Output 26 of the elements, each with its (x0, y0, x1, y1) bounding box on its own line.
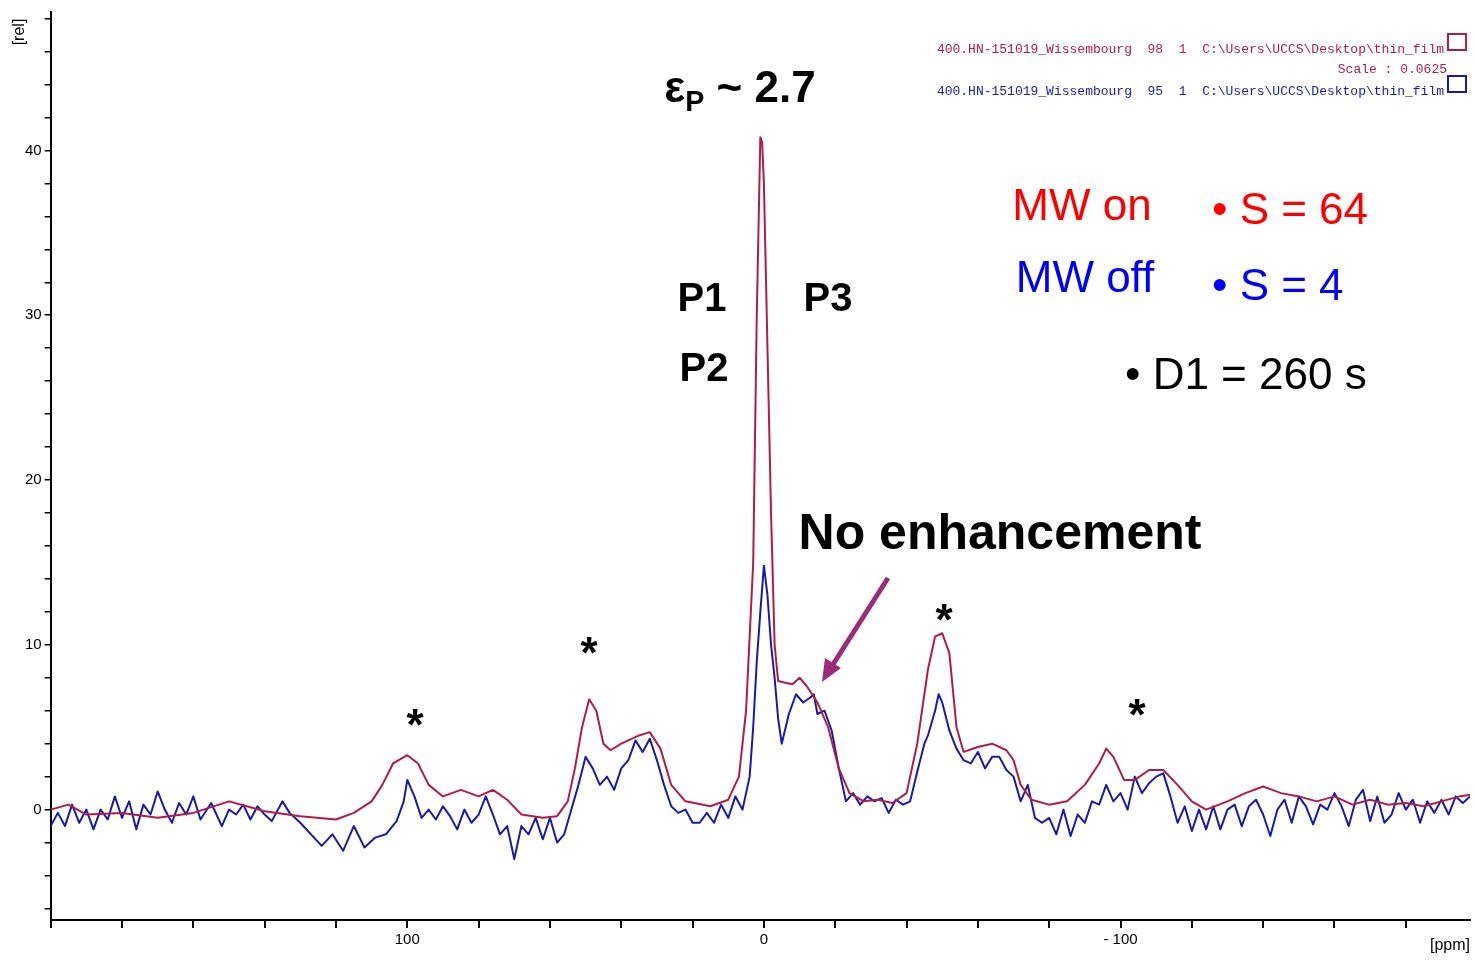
x-axis-title: [ppm] (1429, 936, 1470, 954)
x-tick-label: 100 (394, 930, 420, 948)
y-axis-title: [rel] (10, 18, 28, 46)
annotation: No enhancement (798, 503, 1202, 560)
annotation: P2 (679, 345, 729, 390)
legend-label: 400.HN-151019_Wissembourg 98 1 C:\Users\UCCS\Desktop\thin_film (936, 42, 1445, 58)
annotation: MW off (1015, 252, 1156, 302)
annotation: * (935, 595, 954, 645)
x-tick-label: 0 (759, 930, 769, 948)
annotation: MW on (1012, 180, 1152, 230)
annotation: Scale : 0.0625 (1337, 62, 1447, 78)
y-tick-label: 20 (25, 470, 42, 488)
annotation: P1 (677, 275, 727, 320)
legend-label: 400.HN-151019_Wissembourg 95 1 C:\Users\UCCS\Desktop\thin_film (936, 84, 1445, 100)
y-tick-label: 0 (33, 799, 42, 817)
annotation: * (406, 700, 425, 750)
y-tick-label: 40 (25, 140, 42, 158)
annotation: * (580, 628, 599, 678)
annotation: • D1 = 260 s (1125, 349, 1367, 399)
y-tick-label: 10 (25, 634, 42, 652)
annotation: • S = 4 (1212, 260, 1344, 310)
y-tick-label: 30 (25, 305, 42, 323)
annotation: • S = 64 (1212, 184, 1369, 234)
annotation: * (1128, 690, 1147, 740)
annotation: P3 (803, 275, 853, 320)
x-tick-label: - 100 (1103, 930, 1138, 948)
